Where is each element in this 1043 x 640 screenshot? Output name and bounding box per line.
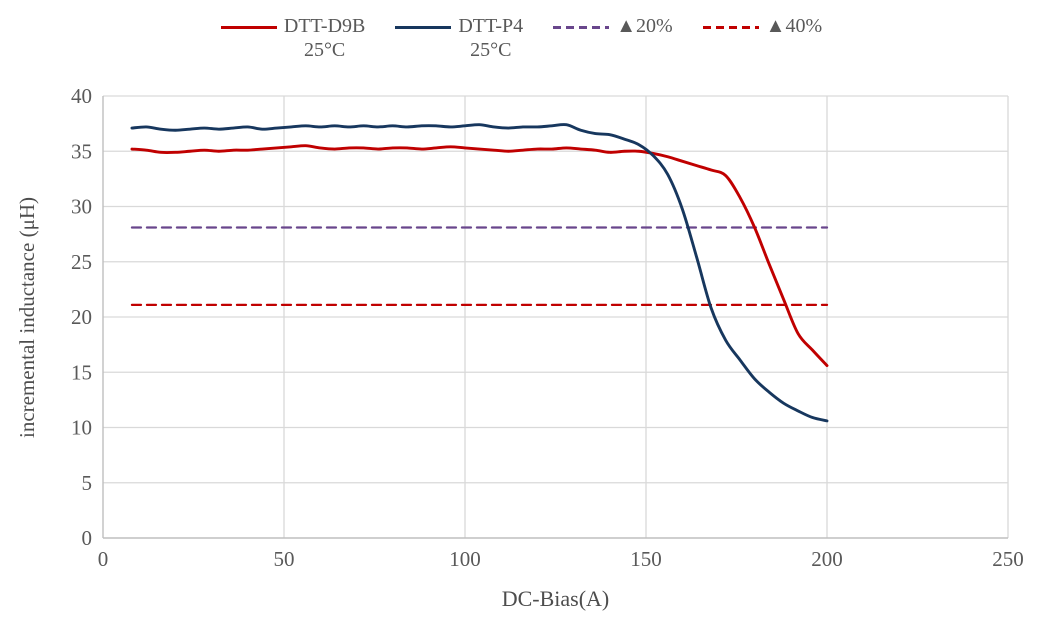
x-tick-label: 200 <box>811 547 843 571</box>
y-tick-label: 10 <box>71 416 92 440</box>
legend-label-dtt-d9b: DTT-D9B <box>283 15 366 37</box>
legend-line-sample-dtt-p4 <box>395 26 452 29</box>
x-tick-label: 250 <box>992 547 1024 571</box>
y-tick-label: 20 <box>71 305 92 329</box>
y-tick-label: 15 <box>71 360 92 384</box>
y-tick-label: 35 <box>71 139 92 163</box>
chart-legend: DTT-D9B 25°C DTT-P4 25°C ▲20% ▲40% <box>0 14 1043 63</box>
y-tick-label: 25 <box>71 250 92 274</box>
legend-label-dtt-p4: DTT-P4 <box>458 15 524 37</box>
x-tick-label: 50 <box>274 547 295 571</box>
series-dtt-d9b-line <box>130 144 829 368</box>
legend-sublabel-dtt-d9b: 25°C <box>303 39 346 62</box>
legend-dash-sample-20pct <box>553 26 610 29</box>
x-tick-label: 150 <box>630 547 662 571</box>
series-dtt-p4-line <box>130 123 829 423</box>
legend-item-dtt-p4: DTT-P4 25°C <box>395 14 523 63</box>
legend-sublabel-dtt-p4: 25°C <box>470 39 512 62</box>
y-tick-label: 5 <box>82 471 93 495</box>
legend-label-ref-40pct: ▲40% <box>765 15 823 37</box>
legend-item-dtt-d9b: DTT-D9B 25°C <box>220 14 366 63</box>
y-tick-label: 40 <box>71 84 92 108</box>
x-tick-label: 0 <box>98 547 109 571</box>
x-axis-title: DC-Bias(A) <box>501 586 610 611</box>
legend-line-sample-dtt-d9b <box>220 26 277 29</box>
legend-item-ref-40pct: ▲40% <box>702 14 823 38</box>
y-tick-label: 0 <box>82 526 93 550</box>
legend-dash-sample-40pct <box>702 26 759 29</box>
y-axis-title-wrap: incremental inductance (μH) <box>4 96 50 538</box>
y-axis-title: incremental inductance (μH) <box>14 196 39 438</box>
legend-item-ref-20pct: ▲20% <box>553 14 673 38</box>
x-tick-label: 100 <box>449 547 481 571</box>
legend-label-ref-20pct: ▲20% <box>616 15 673 37</box>
y-tick-label: 30 <box>71 195 92 219</box>
